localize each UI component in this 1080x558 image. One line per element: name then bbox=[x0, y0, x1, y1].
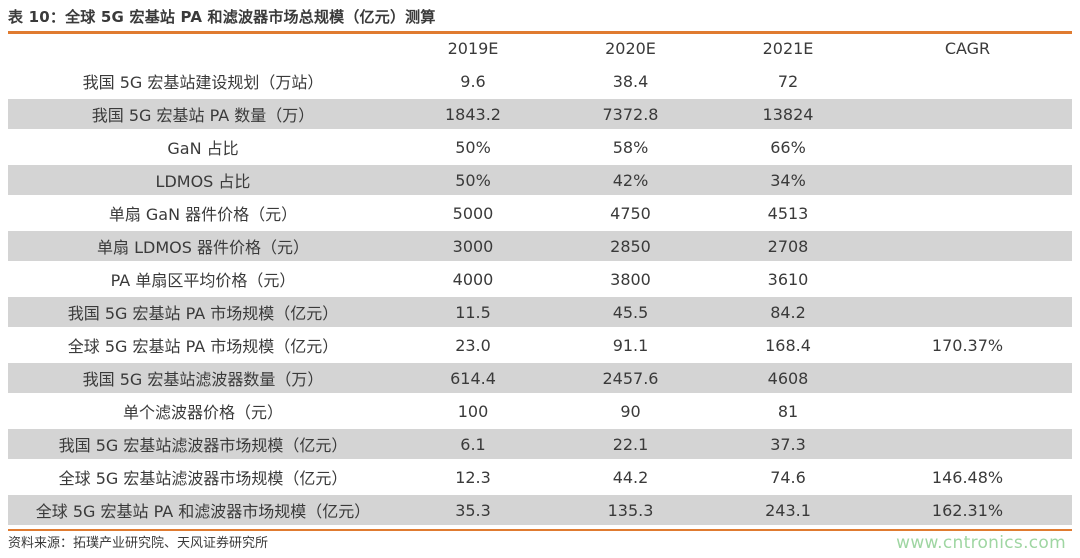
table-row: 我国 5G 宏基站 PA 市场规模（亿元） 11.5 45.5 84.2 bbox=[8, 294, 1072, 327]
table-row: 单扇 GaN 器件价格（元） 5000 4750 4513 bbox=[8, 195, 1072, 228]
header-cell-2019e: 2019E bbox=[447, 39, 499, 58]
table-title: 表 10：全球 5G 宏基站 PA 和滤波器市场总规模（亿元）测算 bbox=[8, 8, 436, 26]
cell-2020e: 38.4 bbox=[548, 63, 713, 96]
header-row: 2019E 2020E 2021E CAGR bbox=[8, 34, 1072, 63]
data-table: 2019E 2020E 2021E CAGR 我国 5G 宏基站建设规划（万站）… bbox=[8, 34, 1072, 525]
source-note: 资料来源：拓璞产业研究院、天风证券研究所 bbox=[8, 536, 269, 551]
cell-2020e: 135.3 bbox=[548, 492, 713, 525]
cell-2019e: 9.6 bbox=[398, 63, 548, 96]
cell-cagr: 146.48% bbox=[863, 459, 1072, 492]
cell-2019e: 4000 bbox=[398, 261, 548, 294]
row-label: 单扇 GaN 器件价格（元） bbox=[8, 195, 398, 228]
cell-2021e: 168.4 bbox=[713, 327, 863, 360]
cell-2021e: 4513 bbox=[713, 195, 863, 228]
cell-2019e: 3000 bbox=[398, 228, 548, 261]
cell-2021e: 4608 bbox=[713, 360, 863, 393]
cell-2021e: 243.1 bbox=[713, 492, 863, 525]
cell-2019e: 5000 bbox=[398, 195, 548, 228]
header-cell-label bbox=[8, 34, 398, 63]
cell-cagr bbox=[863, 360, 1072, 393]
row-label: 我国 5G 宏基站建设规划（万站） bbox=[8, 63, 398, 96]
cell-2019e: 35.3 bbox=[398, 492, 548, 525]
cell-2021e: 2708 bbox=[713, 228, 863, 261]
row-label: 我国 5G 宏基站 PA 市场规模（亿元） bbox=[8, 294, 398, 327]
row-label: 全球 5G 宏基站滤波器市场规模（亿元） bbox=[8, 459, 398, 492]
cell-2020e: 42% bbox=[548, 162, 713, 195]
row-label: 我国 5G 宏基站滤波器市场规模（亿元） bbox=[8, 426, 398, 459]
cell-2019e: 23.0 bbox=[398, 327, 548, 360]
cell-2021e: 3610 bbox=[713, 261, 863, 294]
row-label: PA 单扇区平均价格（元） bbox=[8, 261, 398, 294]
cell-cagr bbox=[863, 228, 1072, 261]
cell-2020e: 45.5 bbox=[548, 294, 713, 327]
cell-cagr bbox=[863, 129, 1072, 162]
cell-2020e: 58% bbox=[548, 129, 713, 162]
table-row: 全球 5G 宏基站 PA 和滤波器市场规模（亿元） 35.3 135.3 243… bbox=[8, 492, 1072, 525]
cell-2020e: 3800 bbox=[548, 261, 713, 294]
cell-2020e: 22.1 bbox=[548, 426, 713, 459]
cell-2019e: 1843.2 bbox=[398, 96, 548, 129]
watermark: www.cntronics.com bbox=[896, 533, 1066, 553]
cell-2020e: 44.2 bbox=[548, 459, 713, 492]
cell-cagr bbox=[863, 261, 1072, 294]
cell-cagr bbox=[863, 96, 1072, 129]
cell-2021e: 81 bbox=[713, 393, 863, 426]
cell-2021e: 34% bbox=[713, 162, 863, 195]
table-row: 全球 5G 宏基站 PA 市场规模（亿元） 23.0 91.1 168.4 17… bbox=[8, 327, 1072, 360]
cell-cagr bbox=[863, 63, 1072, 96]
row-label: 单扇 LDMOS 器件价格（元） bbox=[8, 228, 398, 261]
cell-2019e: 50% bbox=[398, 129, 548, 162]
row-label: GaN 占比 bbox=[8, 129, 398, 162]
cell-cagr bbox=[863, 426, 1072, 459]
cell-2021e: 72 bbox=[713, 63, 863, 96]
cell-2021e: 74.6 bbox=[713, 459, 863, 492]
cell-2019e: 614.4 bbox=[398, 360, 548, 393]
cell-2019e: 12.3 bbox=[398, 459, 548, 492]
row-label: 我国 5G 宏基站 PA 数量（万） bbox=[8, 96, 398, 129]
row-label: 单个滤波器价格（元） bbox=[8, 393, 398, 426]
header-cell-2020e: 2020E bbox=[605, 39, 656, 58]
bottom-rule bbox=[8, 529, 1072, 531]
cell-cagr bbox=[863, 393, 1072, 426]
row-label: 全球 5G 宏基站 PA 和滤波器市场规模（亿元） bbox=[8, 492, 398, 525]
cell-2019e: 50% bbox=[398, 162, 548, 195]
cell-2021e: 84.2 bbox=[713, 294, 863, 327]
row-label: 我国 5G 宏基站滤波器数量（万） bbox=[8, 360, 398, 393]
cell-2019e: 6.1 bbox=[398, 426, 548, 459]
cell-cagr: 170.37% bbox=[863, 327, 1072, 360]
header-cell-cagr: CAGR bbox=[944, 39, 991, 58]
cell-2019e: 100 bbox=[398, 393, 548, 426]
cell-2020e: 2850 bbox=[548, 228, 713, 261]
table-row: 单扇 LDMOS 器件价格（元） 3000 2850 2708 bbox=[8, 228, 1072, 261]
table-row: LDMOS 占比 50% 42% 34% bbox=[8, 162, 1072, 195]
cell-2020e: 2457.6 bbox=[548, 360, 713, 393]
cell-2020e: 4750 bbox=[548, 195, 713, 228]
table-row: GaN 占比 50% 58% 66% bbox=[8, 129, 1072, 162]
cell-2019e: 11.5 bbox=[398, 294, 548, 327]
cell-cagr bbox=[863, 294, 1072, 327]
table-row: PA 单扇区平均价格（元） 4000 3800 3610 bbox=[8, 261, 1072, 294]
top-rule bbox=[8, 31, 1072, 34]
cell-2021e: 37.3 bbox=[713, 426, 863, 459]
cell-2020e: 91.1 bbox=[548, 327, 713, 360]
cell-cagr: 162.31% bbox=[863, 492, 1072, 525]
table-row: 全球 5G 宏基站滤波器市场规模（亿元） 12.3 44.2 74.6 146.… bbox=[8, 459, 1072, 492]
table-row: 我国 5G 宏基站滤波器市场规模（亿元） 6.1 22.1 37.3 bbox=[8, 426, 1072, 459]
cell-2020e: 7372.8 bbox=[548, 96, 713, 129]
cell-cagr bbox=[863, 162, 1072, 195]
cell-2021e: 13824 bbox=[713, 96, 863, 129]
cell-2020e: 90 bbox=[548, 393, 713, 426]
table-row: 单个滤波器价格（元） 100 90 81 bbox=[8, 393, 1072, 426]
table-row: 我国 5G 宏基站滤波器数量（万） 614.4 2457.6 4608 bbox=[8, 360, 1072, 393]
header-cell-2021e: 2021E bbox=[762, 39, 814, 58]
cell-2021e: 66% bbox=[713, 129, 863, 162]
row-label: LDMOS 占比 bbox=[8, 162, 398, 195]
cell-cagr bbox=[863, 195, 1072, 228]
row-label: 全球 5G 宏基站 PA 市场规模（亿元） bbox=[8, 327, 398, 360]
table-row: 我国 5G 宏基站建设规划（万站） 9.6 38.4 72 bbox=[8, 63, 1072, 96]
table-row: 我国 5G 宏基站 PA 数量（万） 1843.2 7372.8 13824 bbox=[8, 96, 1072, 129]
